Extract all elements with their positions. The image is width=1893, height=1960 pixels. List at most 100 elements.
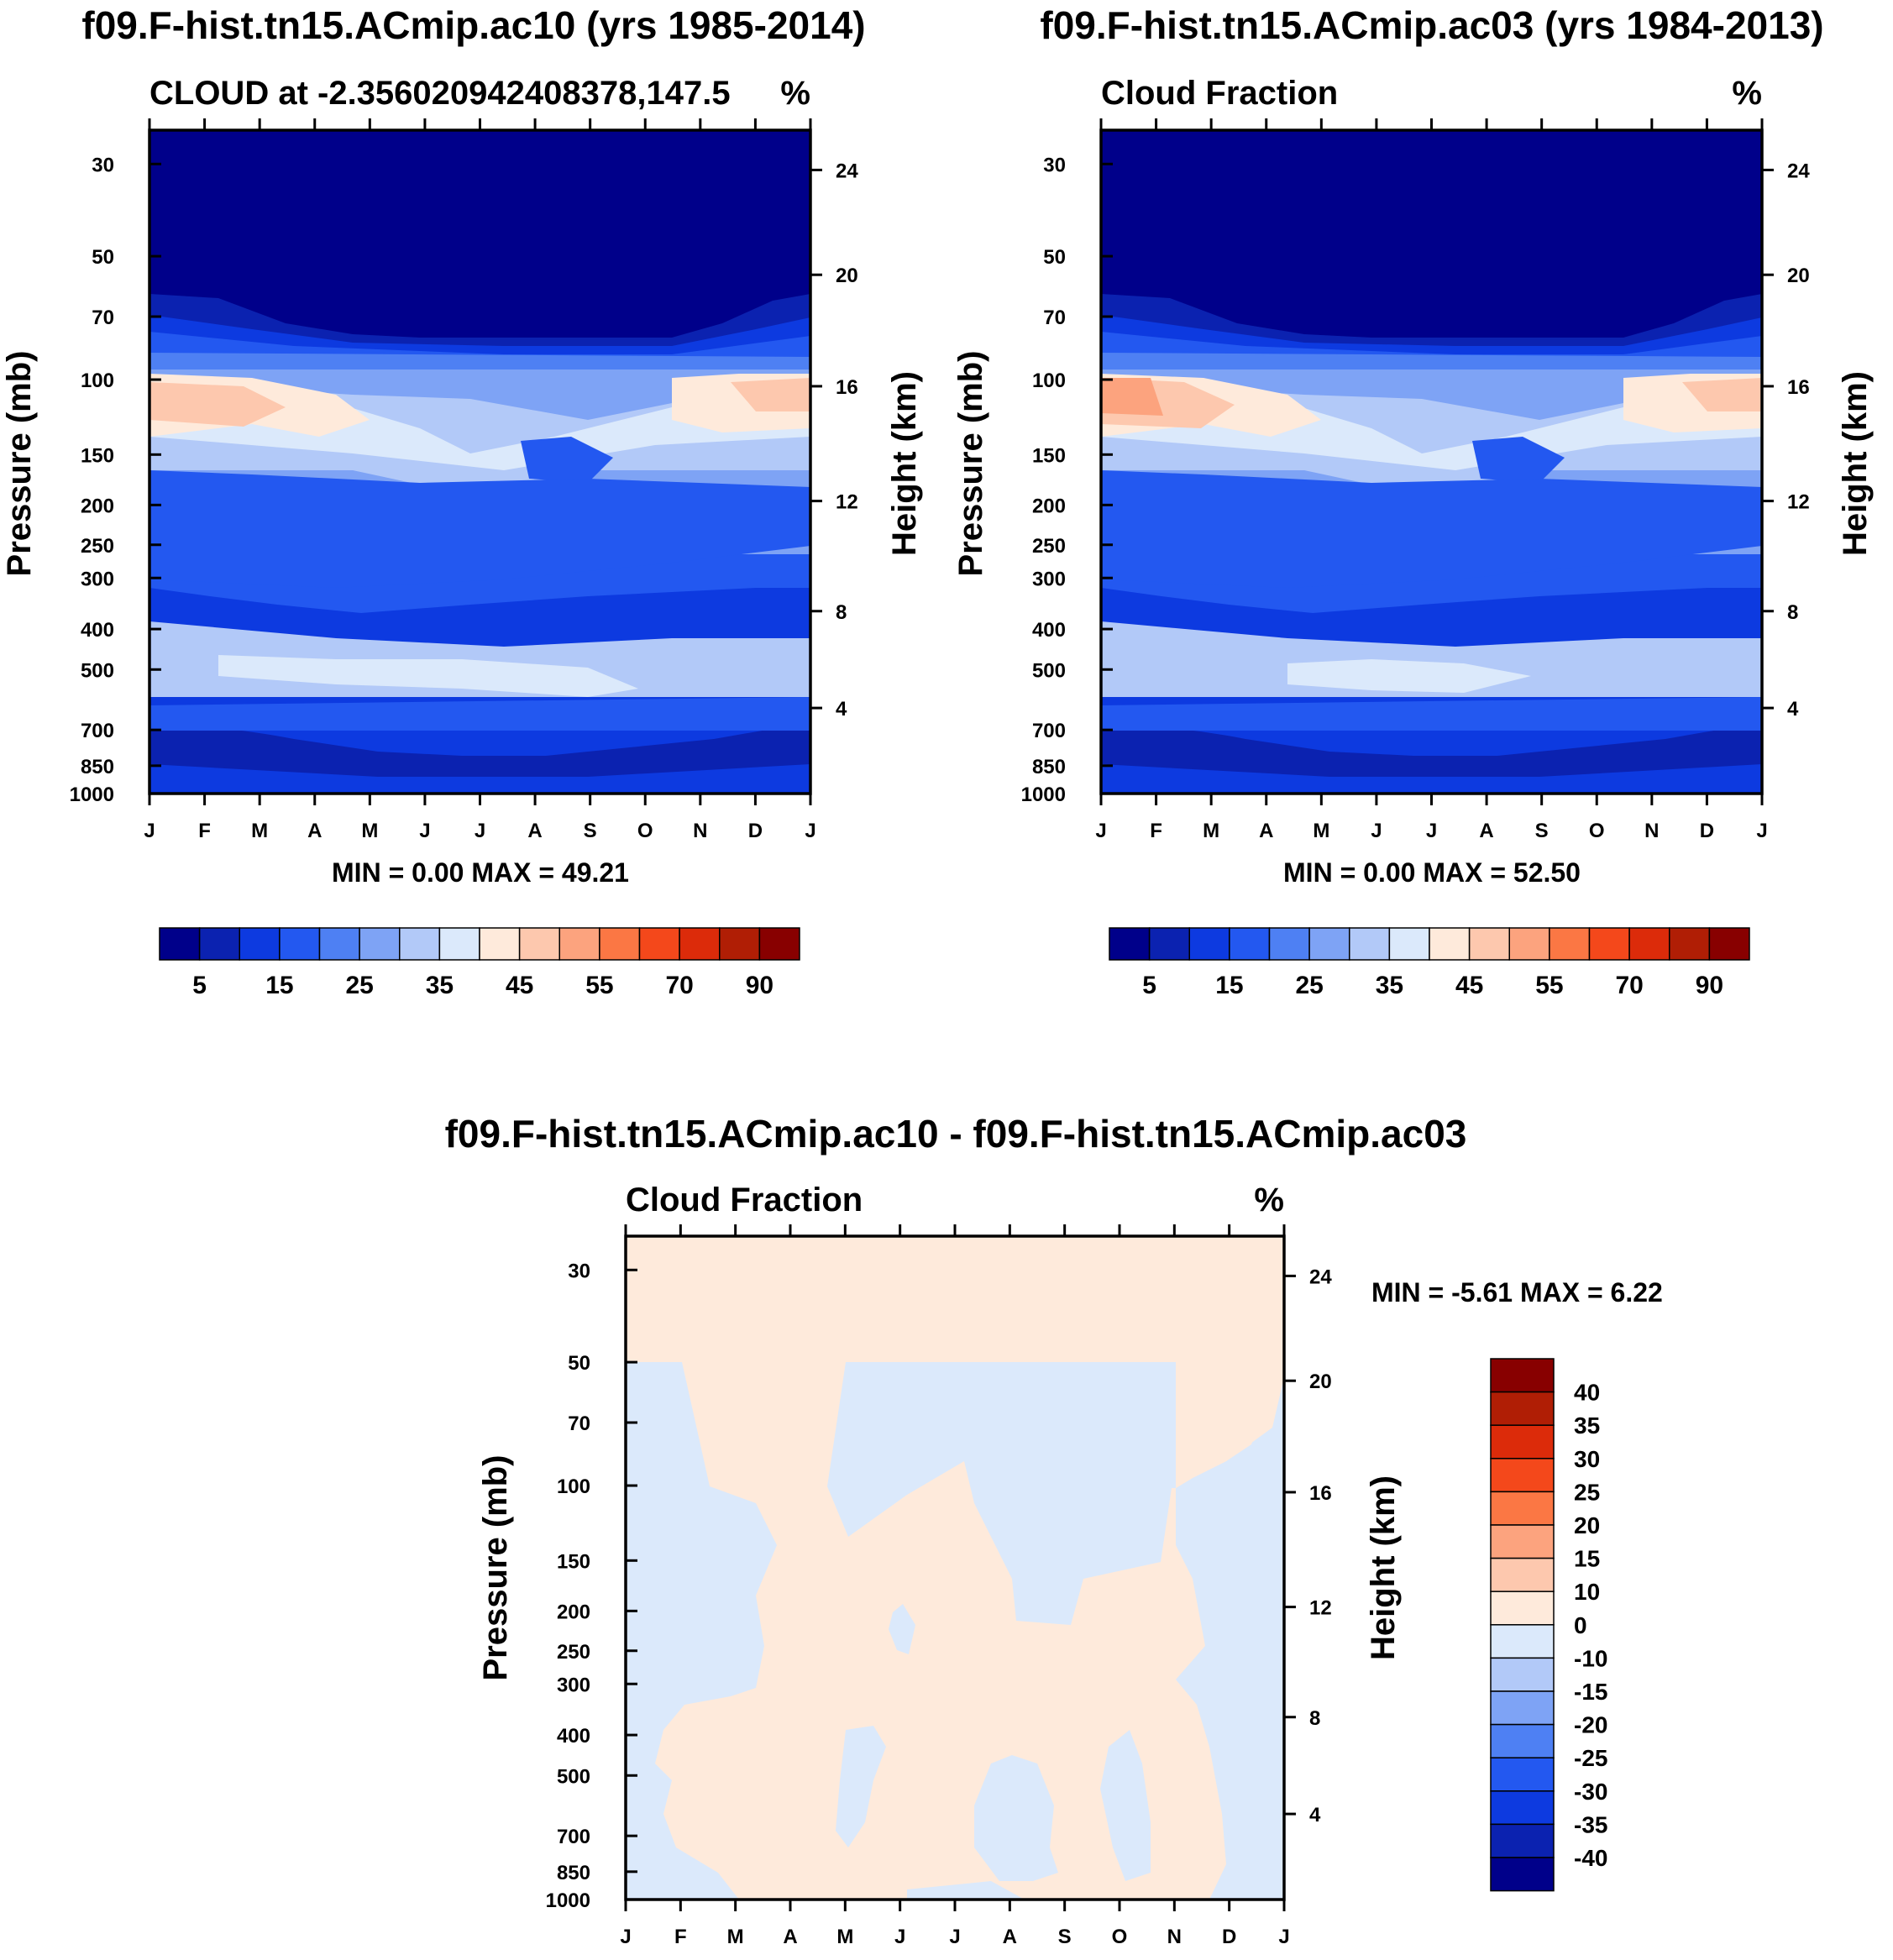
colorbar-swatch — [1229, 927, 1271, 961]
panel-ac03-right-title: % — [1732, 75, 1762, 112]
colorbar-label: 0 — [1574, 1612, 1587, 1638]
pressure-tick-label: 700 — [1032, 720, 1066, 742]
colorbar-swatch — [1508, 927, 1550, 961]
height-tick-label: 24 — [1787, 160, 1810, 182]
colorbar-label: -15 — [1574, 1679, 1607, 1705]
month-label: A — [1479, 820, 1493, 842]
panel-diff-height-ticks: 24 20 16 12 8 4 — [1284, 1266, 1332, 1826]
colorbar-swatch — [159, 927, 201, 961]
colorbar-swatch — [599, 927, 641, 961]
month-label: A — [783, 1926, 797, 1948]
panel-ac10-main-title: f09.F-hist.tn15.ACmip.ac10 (yrs 1985-201… — [81, 3, 865, 47]
pressure-tick-label: 250 — [1032, 535, 1066, 558]
colorbar-swatch — [719, 927, 761, 961]
month-label: O — [637, 820, 653, 842]
colorbar-swatch — [399, 927, 441, 961]
month-label: S — [584, 820, 597, 842]
colorbar-label: -25 — [1574, 1745, 1607, 1771]
pressure-tick-label: 200 — [1032, 495, 1066, 517]
panel-ac03: f09.F-hist.tn15.ACmip.ac03 (yrs 1984-201… — [952, 3, 1874, 888]
colorbar-label: 25 — [1574, 1479, 1600, 1505]
pressure-tick-label: 1000 — [70, 783, 114, 806]
month-label: D — [1700, 820, 1714, 842]
panel-ac10-height-ticks: 24 20 16 12 8 4 — [810, 160, 858, 721]
panel-ac03-ylabel-left: Pressure (mb) — [952, 351, 989, 577]
pressure-tick-label: 200 — [81, 495, 114, 517]
month-label: A — [527, 820, 542, 842]
band-negative-left — [626, 1362, 777, 1900]
pressure-tick-label: 400 — [557, 1725, 590, 1748]
panel-ac10-plot-area — [149, 130, 810, 794]
pressure-tick-label: 700 — [81, 720, 114, 742]
height-tick-label: 12 — [1309, 1597, 1332, 1620]
height-tick-label: 20 — [1787, 265, 1810, 287]
panel-ac03-height-ticks: 24 20 16 12 8 4 — [1762, 160, 1810, 721]
month-label: M — [361, 820, 378, 842]
panel-diff-right-title: % — [1254, 1182, 1284, 1218]
colorbar-swatch — [1308, 927, 1350, 961]
colorbar-swatch — [1349, 927, 1391, 961]
pressure-tick-label: 70 — [1043, 307, 1066, 329]
month-label: A — [1003, 1926, 1017, 1948]
band-positive-right-notch — [1176, 1362, 1284, 1488]
panel-ac03-pressure-ticks: 30 50 70 100 150 200 250 300 400 500 700 850 1000 — [1021, 154, 1113, 806]
pressure-tick-label: 100 — [557, 1475, 590, 1498]
height-tick-label: 4 — [1787, 698, 1799, 721]
month-label: M — [1313, 820, 1329, 842]
band-mid-darker — [149, 588, 810, 647]
pressure-tick-label: 30 — [568, 1260, 590, 1282]
height-tick-label: 16 — [836, 376, 858, 399]
height-tick-label: 8 — [1309, 1707, 1320, 1730]
band-mid-dark — [149, 470, 810, 588]
pressure-tick-label: 150 — [557, 1550, 590, 1573]
colorbar-swatch — [1490, 1723, 1555, 1758]
month-label: J — [419, 820, 430, 842]
colorbar-label: 5 — [1142, 972, 1156, 999]
month-label: N — [693, 820, 707, 842]
colorbar-label: -30 — [1574, 1779, 1607, 1805]
panel-ac03-main-title: f09.F-hist.tn15.ACmip.ac03 (yrs 1984-201… — [1040, 3, 1823, 47]
colorbar-swatch — [1490, 1857, 1555, 1892]
colorbar-swatch — [1148, 927, 1190, 961]
pressure-tick-label: 400 — [81, 619, 114, 642]
pressure-tick-label: 1000 — [1021, 783, 1066, 806]
panel-ac10-right-title: % — [780, 75, 810, 112]
month-label: J — [894, 1926, 905, 1948]
colorbar-swatch — [1490, 1358, 1555, 1393]
colorbar-label: -10 — [1574, 1645, 1607, 1671]
month-label: S — [1058, 1926, 1072, 1948]
month-label: A — [307, 820, 322, 842]
height-tick-label: 8 — [1787, 601, 1798, 624]
month-label: N — [1644, 820, 1659, 842]
month-label: S — [1535, 820, 1549, 842]
panel-ac10-pressure-ticks: 30 50 70 100 150 200 250 300 400 500 700 850 1000 — [70, 154, 161, 806]
pressure-tick-label: 850 — [557, 1862, 590, 1884]
month-label: M — [836, 1926, 853, 1948]
band-negative-hole-1 — [889, 1604, 915, 1654]
band-negative-right — [1176, 1362, 1284, 1900]
pressure-tick-label: 50 — [568, 1352, 590, 1375]
colorbar-swatch — [1490, 1624, 1555, 1659]
colorbar-swatch — [758, 927, 800, 961]
colorbar-swatch — [198, 927, 240, 961]
pressure-tick-label: 400 — [1032, 619, 1066, 642]
panel-diff-ylabel-right: Height (km) — [1365, 1475, 1402, 1660]
band-salmon-upper-right — [1682, 378, 1762, 411]
month-label: J — [1756, 820, 1767, 842]
colorbar-label: -40 — [1574, 1845, 1607, 1871]
colorbar-swatch — [1628, 927, 1670, 961]
colorbar-label: 25 — [345, 972, 373, 999]
band-mid-dark — [1101, 470, 1762, 588]
colorbar-swatch — [679, 927, 721, 961]
colorbar-swatch — [479, 927, 521, 961]
month-label: N — [1167, 1926, 1182, 1948]
pressure-tick-label: 200 — [557, 1601, 590, 1623]
colorbar-swatch — [1490, 1458, 1555, 1493]
colorbar-swatch — [1490, 1823, 1555, 1858]
pressure-tick-label: 500 — [1032, 659, 1066, 682]
pressure-tick-label: 500 — [557, 1765, 590, 1788]
colorbar-swatch — [558, 927, 600, 961]
colorbar-swatch — [438, 927, 480, 961]
band-salmon-upper — [149, 382, 286, 427]
